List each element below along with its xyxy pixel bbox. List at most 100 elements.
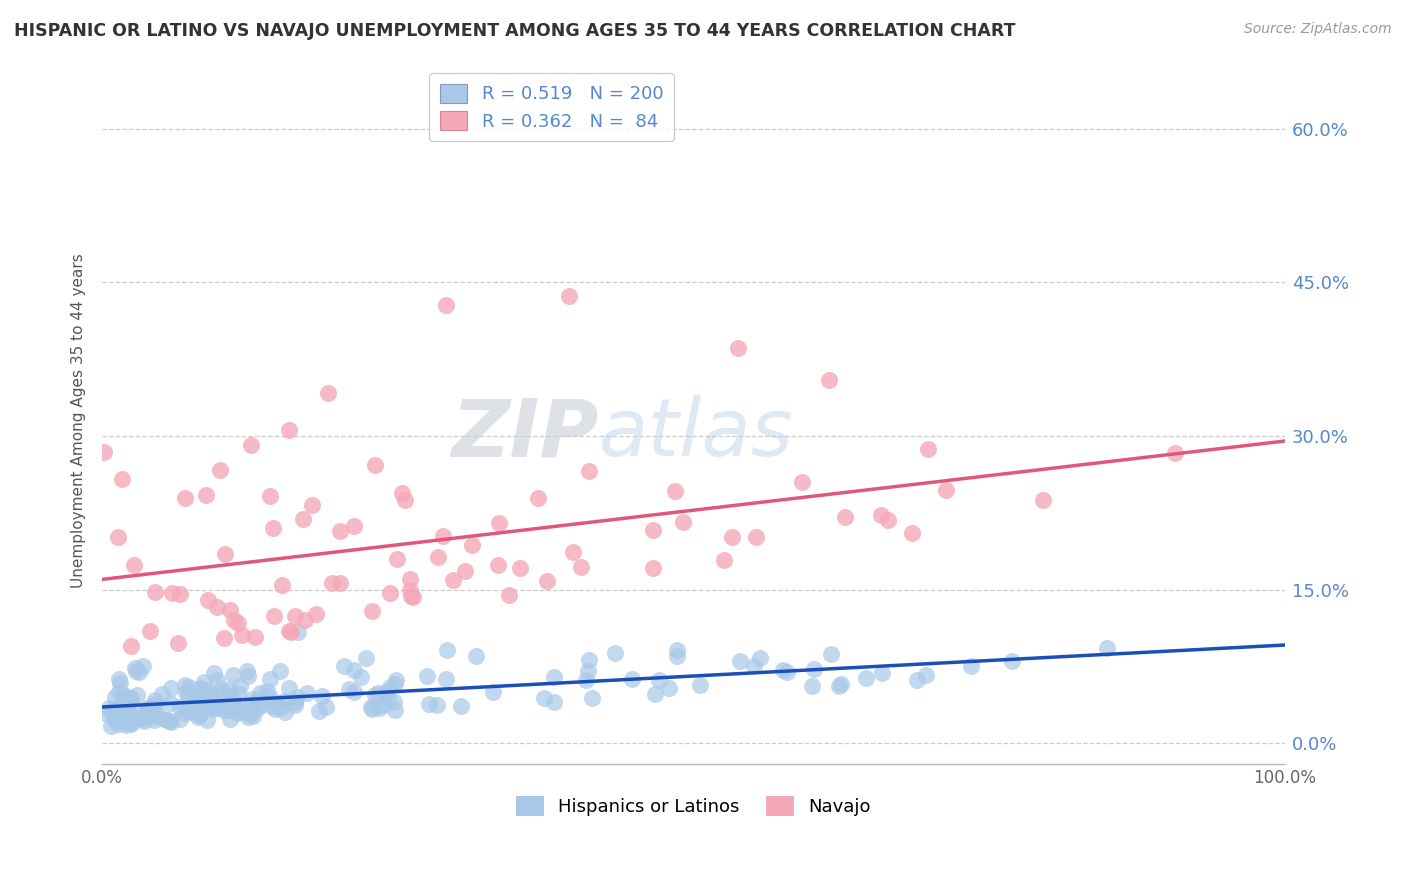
Point <box>115 717 138 731</box>
Point <box>222 613 245 627</box>
Point <box>416 668 439 682</box>
Point <box>235 705 257 719</box>
Point <box>316 386 339 401</box>
Point <box>93 445 115 459</box>
Point <box>167 635 190 649</box>
Point <box>360 699 382 714</box>
Point <box>197 696 219 710</box>
Point <box>270 700 292 714</box>
Point <box>160 681 183 696</box>
Point <box>333 658 356 673</box>
Point <box>236 664 259 678</box>
Point <box>834 509 856 524</box>
Point <box>870 666 893 681</box>
Point <box>112 705 135 719</box>
Point <box>877 513 900 527</box>
Point <box>380 680 402 694</box>
Point <box>373 698 395 713</box>
Point <box>104 714 127 728</box>
Point <box>204 666 226 681</box>
Point <box>291 512 314 526</box>
Point <box>120 691 142 706</box>
Point <box>226 686 249 700</box>
Point <box>200 689 222 703</box>
Point <box>689 678 711 692</box>
Point <box>200 699 222 714</box>
Point <box>772 663 794 677</box>
Point <box>1164 446 1187 460</box>
Point <box>398 583 420 598</box>
Point <box>212 631 235 645</box>
Point <box>533 691 555 706</box>
Point <box>221 693 243 707</box>
Point <box>257 689 280 703</box>
Point <box>201 689 224 703</box>
Point <box>186 704 208 718</box>
Point <box>644 687 666 701</box>
Point <box>246 692 269 706</box>
Point <box>377 690 399 704</box>
Point <box>195 694 218 708</box>
Point <box>790 475 813 489</box>
Point <box>120 712 142 726</box>
Point <box>179 705 201 719</box>
Point <box>200 691 222 706</box>
Point <box>124 661 146 675</box>
Point <box>174 684 197 698</box>
Point <box>742 658 765 673</box>
Point <box>157 714 180 728</box>
Point <box>231 627 253 641</box>
Point <box>120 717 142 731</box>
Point <box>295 686 318 700</box>
Point <box>138 699 160 714</box>
Point <box>264 702 287 716</box>
Point <box>375 685 398 699</box>
Point <box>382 695 405 709</box>
Point <box>935 483 957 497</box>
Point <box>329 575 352 590</box>
Point <box>114 702 136 716</box>
Point <box>107 699 129 714</box>
Point <box>139 624 162 638</box>
Point <box>277 681 299 696</box>
Point <box>664 484 686 499</box>
Point <box>169 712 191 726</box>
Point <box>454 564 477 578</box>
Point <box>239 706 262 721</box>
Point <box>222 668 245 682</box>
Point <box>776 665 799 679</box>
Point <box>107 717 129 731</box>
Point <box>378 585 401 599</box>
Point <box>169 700 191 714</box>
Point <box>575 673 598 687</box>
Point <box>174 491 197 506</box>
Point <box>287 625 309 640</box>
Point <box>243 630 266 644</box>
Point <box>249 686 271 700</box>
Text: HISPANIC OR LATINO VS NAVAJO UNEMPLOYMENT AMONG AGES 35 TO 44 YEARS CORRELATION : HISPANIC OR LATINO VS NAVAJO UNEMPLOYMEN… <box>14 22 1015 40</box>
Point <box>301 498 323 512</box>
Point <box>1032 492 1054 507</box>
Point <box>159 714 181 729</box>
Point <box>145 692 167 706</box>
Point <box>197 592 219 607</box>
Point <box>187 708 209 723</box>
Point <box>543 671 565 685</box>
Point <box>214 687 236 701</box>
Point <box>869 508 891 522</box>
Point <box>160 586 183 600</box>
Point <box>427 549 450 564</box>
Point <box>132 659 155 673</box>
Point <box>128 665 150 679</box>
Point <box>526 491 548 505</box>
Point <box>441 573 464 587</box>
Point <box>277 423 299 437</box>
Point <box>1001 654 1024 668</box>
Point <box>284 698 307 713</box>
Point <box>603 646 626 660</box>
Point <box>803 662 825 676</box>
Point <box>817 373 839 387</box>
Point <box>153 712 176 726</box>
Point <box>364 688 387 702</box>
Point <box>143 585 166 599</box>
